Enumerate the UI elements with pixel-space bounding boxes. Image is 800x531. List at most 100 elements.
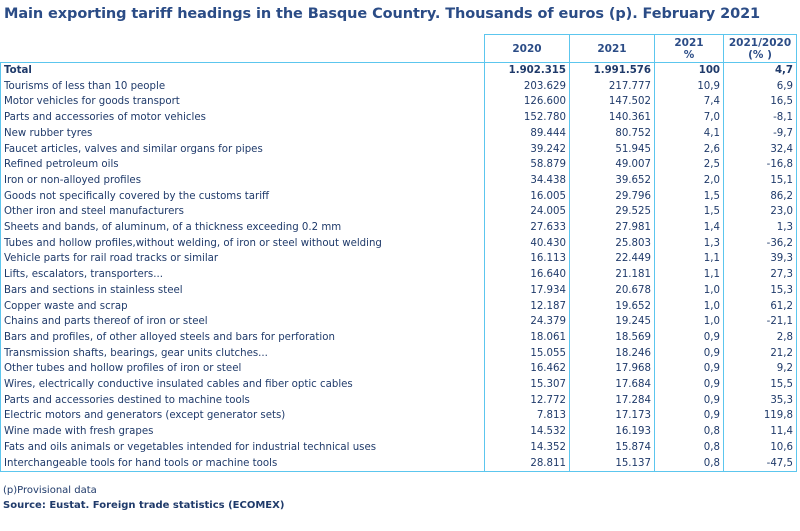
row-label: Bars and profiles, of other alloyed stee…	[0, 329, 485, 346]
value-2021: 80.752	[569, 125, 655, 142]
table-row: Fats and oils animals or vegetables inte…	[0, 439, 797, 456]
value-2020: 203.629	[484, 78, 570, 95]
share-2021: 0,9	[654, 345, 724, 362]
row-label: Faucet articles, valves and similar orga…	[0, 141, 485, 158]
table-row: Other iron and steel manufacturers 24.005…	[0, 204, 797, 221]
value-2021: 18.569	[569, 329, 655, 346]
share-2021: 0,9	[654, 361, 724, 378]
value-2021: 21.181	[569, 267, 655, 283]
value-2020: 18.061	[484, 329, 570, 346]
total-row: Total 1.902.315 1.991.576 100 4,7	[0, 62, 797, 79]
row-label: Bars and sections in stainless steel	[0, 282, 485, 299]
header-text: 2021/2020	[728, 36, 792, 49]
change-pct: 2,8	[723, 329, 797, 346]
value-2021: 17.173	[569, 408, 655, 425]
share-2021: 1,5	[654, 204, 724, 221]
row-label: Transmission shafts, bearings, gear unit…	[0, 345, 485, 362]
table-row: Tubes and hollow profiles,without weldin…	[0, 235, 797, 252]
share-2021: 7,4	[654, 94, 724, 111]
share-2021: 1,0	[654, 282, 724, 299]
row-label: Lifts, escalators, transporters...	[0, 267, 485, 283]
value-2021: 39.652	[569, 172, 655, 189]
table-row: New rubber tyres 89.444 80.752 4,1 -9,7	[0, 125, 797, 142]
row-label: New rubber tyres	[0, 125, 485, 142]
change-pct: 23,0	[723, 204, 797, 221]
row-label: Refined petroleum oils	[0, 157, 485, 173]
value-2020: 58.879	[484, 157, 570, 173]
share-2021: 100	[654, 62, 724, 79]
page-title: Main exporting tariff headings in the Ba…	[4, 6, 761, 22]
value-2021: 147.502	[569, 94, 655, 111]
value-2021: 29.525	[569, 204, 655, 221]
change-pct: 27,3	[723, 267, 797, 283]
share-2021: 1,0	[654, 298, 724, 315]
header-text: %	[683, 48, 695, 61]
table-row: Transmission shafts, bearings, gear unit…	[0, 345, 797, 362]
change-pct: 11,4	[723, 424, 797, 440]
share-2021: 0,9	[654, 408, 724, 425]
table-row: Tourisms of less than 10 people 203.629 21…	[0, 78, 797, 95]
header-change: 2021/2020 (% )	[723, 34, 797, 63]
share-2021: 0,9	[654, 392, 724, 409]
value-2020: 28.811	[484, 455, 570, 473]
change-pct: 61,2	[723, 298, 797, 315]
change-pct: 15,5	[723, 377, 797, 393]
row-label: Fats and oils animals or vegetables inte…	[0, 439, 485, 456]
share-2021: 0,9	[654, 377, 724, 393]
change-pct: 32,4	[723, 141, 797, 158]
value-2021: 19.652	[569, 298, 655, 315]
share-2021: 1,3	[654, 235, 724, 252]
row-label: Other iron and steel manufacturers	[0, 204, 485, 221]
change-pct: 35,3	[723, 392, 797, 409]
row-label: Total	[0, 62, 485, 79]
table-row: Interchangeable tools for hand tools or …	[0, 455, 797, 473]
share-2021: 1,1	[654, 267, 724, 283]
value-2021: 15.137	[569, 455, 655, 473]
table-row: Lifts, escalators, transporters... 16.640…	[0, 267, 797, 283]
value-2021: 51.945	[569, 141, 655, 158]
row-label: Sheets and bands, of aluminum, of a thic…	[0, 220, 485, 236]
change-pct: -36,2	[723, 235, 797, 252]
change-pct: 86,2	[723, 188, 797, 205]
value-2020: 39.242	[484, 141, 570, 158]
change-pct: 4,7	[723, 62, 797, 79]
header-2021: 2021	[569, 34, 655, 63]
value-2021: 20.678	[569, 282, 655, 299]
header-text: 2021	[674, 36, 704, 49]
value-2020: 15.307	[484, 377, 570, 393]
table-row: Sheets and bands, of aluminum, of a thic…	[0, 220, 797, 236]
value-2020: 12.187	[484, 298, 570, 315]
value-2020: 15.055	[484, 345, 570, 362]
table-row: Iron or non-alloyed profiles 34.438 39.652…	[0, 172, 797, 189]
table-row: Parts and accessories destined to machin…	[0, 392, 797, 409]
row-label: Chains and parts thereof of iron or stee…	[0, 314, 485, 330]
share-2021: 1,5	[654, 188, 724, 205]
value-2020: 16.113	[484, 251, 570, 268]
table-row: Bars and profiles, of other alloyed stee…	[0, 329, 797, 346]
change-pct: 21,2	[723, 345, 797, 362]
table-row: Wires, electrically conductive insulated…	[0, 377, 797, 393]
header-blank	[0, 34, 485, 63]
change-pct: -16,8	[723, 157, 797, 173]
row-label: Parts and accessories of motor vehicles	[0, 110, 485, 126]
row-label: Electric motors and generators (except g…	[0, 408, 485, 425]
row-label: Tourisms of less than 10 people	[0, 78, 485, 95]
share-2021: 2,5	[654, 157, 724, 173]
value-2021: 17.968	[569, 361, 655, 378]
table-row: Goods not specifically covered by the cu…	[0, 188, 797, 205]
value-2020: 14.352	[484, 439, 570, 456]
row-label: Copper waste and scrap	[0, 298, 485, 315]
share-2021: 10,9	[654, 78, 724, 95]
share-2021: 1,4	[654, 220, 724, 236]
row-label: Goods not specifically covered by the cu…	[0, 188, 485, 205]
share-2021: 4,1	[654, 125, 724, 142]
share-2021: 2,6	[654, 141, 724, 158]
share-2021: 2,0	[654, 172, 724, 189]
value-2021: 29.796	[569, 188, 655, 205]
change-pct: 9,2	[723, 361, 797, 378]
change-pct: 16,5	[723, 94, 797, 111]
change-pct: -21,1	[723, 314, 797, 330]
table-row: Chains and parts thereof of iron or stee…	[0, 314, 797, 330]
header-text: (% )	[748, 48, 772, 61]
change-pct: 119,8	[723, 408, 797, 425]
